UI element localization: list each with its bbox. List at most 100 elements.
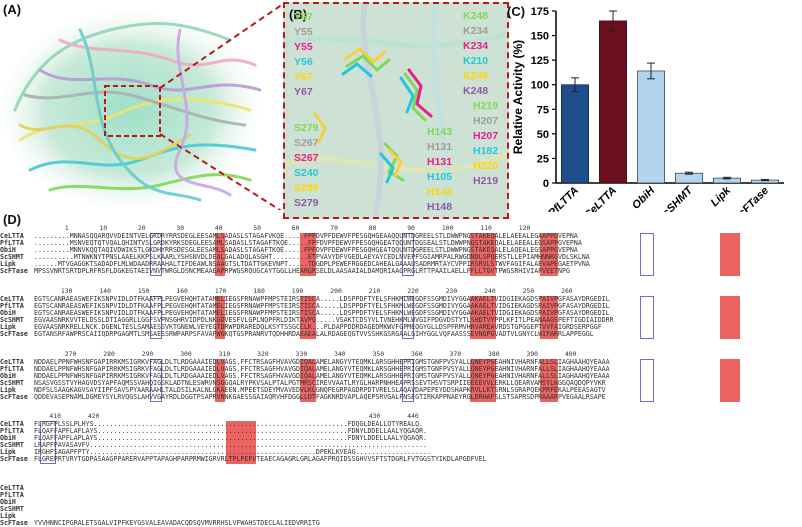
sequence-text: FLQAFFAPFLAFLAYS........................…	[34, 427, 428, 435]
alignment-ruler: 410 420 430 440	[34, 412, 419, 420]
alignment-row: ObiH FLQAFFAPFLAPLAYS....................…	[0, 435, 427, 442]
active-site-image	[285, 4, 507, 217]
conserved-residue-box	[720, 233, 740, 276]
x-tick-label: Lipk	[709, 184, 734, 209]
alignment-row: CeLTTA FLRGFPLSSLPLHYS...................…	[0, 421, 423, 428]
conserved-residue-box	[215, 296, 225, 339]
alignment-row: ObiH EGTSCANRAEASWEFIKSNPVIDLDTFKAAFPLPEG…	[0, 310, 610, 317]
sequence-text: EGVAASNRKRELLNCK.DGENLTESLSAMAESSVKTGNEW…	[34, 323, 602, 331]
sequence-name: ScFTase	[0, 519, 28, 527]
residue-label: H207	[473, 115, 499, 127]
sequence-text: FLRGFPLSSLPLHYS.........................…	[34, 420, 424, 428]
alignment-row: ScFTase EGTANSRFAWPRSCAIIQDRPGAGMTLSMSAES…	[0, 331, 594, 338]
conserved-residue-box	[540, 359, 558, 402]
residue-label: H219	[473, 100, 499, 112]
similar-residue-box	[150, 296, 162, 339]
sequence-text: QDDEVASEPNAMLDGMEYSYLRVQGSLAHVVGAYRDLDGG…	[34, 393, 606, 401]
alignment-row: CeLTTA	[0, 485, 34, 492]
conserved-residue-box	[226, 421, 256, 464]
protein-overlay-image	[2, 3, 284, 210]
alignment-row: Lipk NDFSLSAAGKAGVSAYIIPFSAVSPYAARAAHLTAL…	[0, 387, 606, 394]
y-tick-label: 125	[531, 55, 549, 67]
alignment-row: ScFTase MPSSVNRTSRTDPLRFRSFLDGKEGTAEIVNVT…	[0, 268, 570, 275]
alignment-row: PfLTTA NDDAELPPNFWHSNFGAPIRRKMSIGRKVFAGLD…	[0, 366, 610, 373]
y-tick-label: 150	[531, 31, 549, 43]
conserved-residue-box	[470, 296, 496, 339]
alignment-row: ObiH .........MNNVKQQTAQIVDWIKSTLGKDHYRRS…	[0, 247, 578, 254]
x-tick-label: PfLTTA	[546, 185, 581, 212]
sequence-text: NSASVGSSTVYHAGVDSYAPFAQMSSVAHQIGSKLADTNL…	[34, 379, 606, 387]
panel-d-label: (D)	[3, 212, 22, 227]
sequence-name: PfLTTA	[0, 365, 24, 373]
x-tick-label: ObiH	[630, 184, 658, 212]
sequence-text: ......MTVGAGGKTSADADFLMLWDAADRRAAHALTIFD…	[34, 260, 590, 268]
sequence-name: CeLTTA	[0, 295, 24, 303]
sequence-name: ObiH	[0, 372, 16, 380]
residue-label: S240	[294, 167, 319, 179]
alignment-row: ScSHMT LRAPFPAVASAVFV....................…	[0, 442, 427, 449]
panel-a-label: (A)	[3, 2, 22, 17]
similar-residue-box	[640, 359, 654, 402]
sequence-text: .........MNNASQQARQVVDEINTVELGKDRYRRSDEG…	[34, 232, 578, 240]
sequence-name: ScSHMT	[0, 379, 24, 387]
sequence-text: NDDAELPPNFWHSNFGAPIRRKMSIGRKVFAGLDLTLRDG…	[34, 372, 610, 380]
sequence-name: ScFTase	[0, 267, 28, 275]
alignment-row: ObiH NDDAELPPNFWHSNFGAPIRRKMSIGRKVFAGLDLT…	[0, 373, 610, 380]
residue-label: H143	[427, 126, 453, 138]
panel-c-chart: (C) 0 25 50 75 100 125 150 175 Relative Activity…	[506, 0, 802, 225]
similar-residue-box	[150, 233, 162, 276]
residue-label: K234	[463, 40, 489, 52]
similar-residue-box	[640, 233, 654, 276]
alignment-row: Lipk IRGHFSAGAPFPTY......................…	[0, 449, 431, 456]
residue-label: S267	[294, 137, 319, 149]
similar-residue-box	[150, 359, 162, 402]
sequence-text: EGTSCANRAEASWEFIKSNPVIDLDTFKAAFPLPEGVEHQ…	[34, 302, 610, 310]
sequence-name: PfLTTA	[0, 427, 24, 435]
conserved-residue-box	[300, 233, 316, 276]
similar-residue-box	[402, 233, 414, 276]
sequence-text: NDDAELPPNFWHSNFGAPIRRKMSIGRKVFAGLDLTLRDG…	[34, 365, 610, 373]
sequence-name: ScFTase	[0, 455, 28, 463]
sequence-name: PfLTTA	[0, 302, 24, 310]
sequence-name: ScSHMT	[0, 253, 24, 261]
sequence-text: FLQAFFAPFLAPLAYS........................…	[34, 434, 428, 442]
residue-label: S267	[294, 152, 319, 164]
residue-label: H207	[473, 130, 499, 142]
sequence-text: EGTSCANRAEASWEFIKSNPVIDLDTFKAAFPLPEGVEHQ…	[34, 309, 610, 317]
conserved-residue-box	[300, 359, 316, 402]
residue-label: H220	[473, 160, 499, 172]
sequence-text: FLGREPRTVRYTGDPASAAGPPARERVAPPTAPAGHPARP…	[34, 455, 487, 463]
sequence-name: ScSHMT	[0, 505, 24, 513]
alignment-row: CeLTTA EGTSCANRAEASWEFIKSNPVIDLDTFKAAFPLP…	[0, 296, 610, 303]
alignment-row: ScFTase QDDEVASEPNAMLDGMEYSYLRVQGSLAHVVGA…	[0, 394, 606, 401]
bar-obih	[637, 70, 665, 184]
residue-label: H148	[427, 201, 453, 213]
alignment-ruler: 130 140 150 160 170 180 190 200 210 220 …	[34, 287, 573, 295]
similar-residue-box	[40, 421, 56, 464]
residue-label: S280	[294, 182, 319, 194]
similar-residue-box	[402, 296, 414, 339]
sequence-name: ScSHMT	[0, 316, 24, 324]
residue-label: Y56	[294, 56, 313, 68]
sequence-name: Lipk	[0, 448, 16, 456]
sequence-text: EGTANSRFAWPRSCAIIQDRPGAGMTLSMSAESSRWPARP…	[34, 330, 594, 338]
sequence-name: ScSHMT	[0, 441, 24, 449]
panel-b-label: (B)	[289, 7, 308, 22]
conserved-residue-box	[470, 233, 496, 276]
residue-label: H144	[427, 186, 453, 198]
conserved-residue-box	[215, 359, 225, 402]
sequence-name: PfLTTA	[0, 239, 24, 247]
residue-label: H131	[427, 141, 453, 153]
sequence-text: .........MNNVKQQTAQIVDWIKSTLGKDHYRRSDESG…	[34, 246, 578, 254]
residue-label: Y55	[294, 26, 313, 38]
residue-label: S279	[294, 197, 319, 209]
y-tick-label: 100	[531, 80, 549, 92]
y-axis-title: Relative Activity (%)	[511, 40, 525, 154]
residue-label: S279	[294, 122, 319, 134]
residue-label: Y67	[294, 86, 313, 98]
alignment-row: PfLTTA	[0, 492, 34, 499]
conserved-residue-box	[215, 233, 225, 276]
bar-pfltta	[561, 84, 589, 184]
sequence-name: CeLTTA	[0, 232, 24, 240]
x-tick-label: CeLTTA	[582, 185, 619, 212]
